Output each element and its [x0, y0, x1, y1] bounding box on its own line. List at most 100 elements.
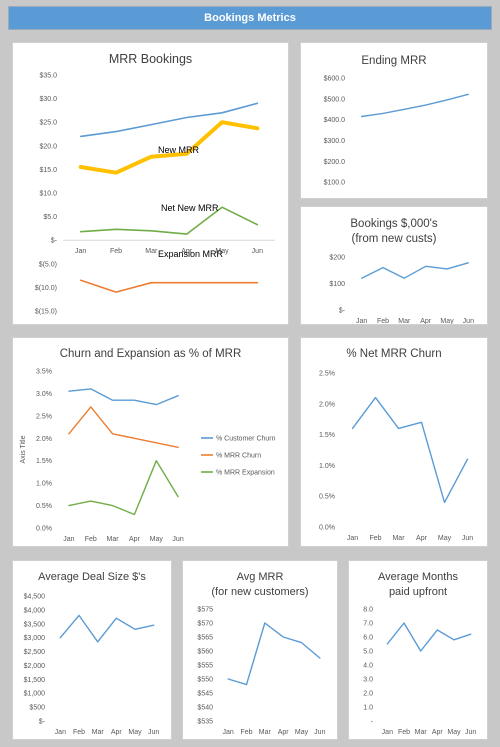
x-tick-label: May	[215, 248, 229, 255]
x-tick-label: Feb	[240, 729, 252, 736]
y-tick-label: $600.0	[324, 76, 346, 83]
series-line-mrr-expansion	[68, 459, 179, 516]
chart-title: Average Months	[378, 571, 458, 583]
y-tick-label: $500	[29, 705, 45, 712]
y-tick-label: 0.0%	[36, 526, 52, 533]
net-mrr-churn-panel: % Net MRR Churn 2.5% 2.0% 1.5% 1.0% 0.5% 0.0% J…	[300, 337, 488, 547]
y-tick-label: $5.0	[43, 214, 57, 221]
y-tick-label: 1.5%	[319, 432, 335, 439]
y-tick-label: 0.5%	[36, 503, 52, 510]
x-tick-label: Jun	[148, 729, 159, 736]
series-line-net-new-mrr	[78, 120, 260, 175]
avg-deal-panel: Average Deal Size $'s $4,500 $4,000 $3,500 $…	[12, 560, 172, 740]
y-tick-label: $1,000	[24, 691, 46, 698]
series-line-new-mrr	[79, 102, 259, 138]
chart-ending_mrr: Ending MRR $600.0 $500.0 $400.0 $300.0 $200.0…	[324, 55, 470, 187]
mrr-bookings-panel: MRR Bookings $35.0 $30.0 $25.0 $20.0 $15.0 $10…	[12, 42, 289, 325]
x-tick-label: Feb	[398, 729, 410, 736]
series-line-main	[361, 93, 470, 118]
y-tick-label: $545	[197, 691, 213, 698]
series-line-main	[59, 614, 155, 643]
y-tick-label: $500.0	[324, 96, 346, 103]
x-tick-label: May	[128, 729, 142, 736]
y-tick-label: $(5.0)	[39, 261, 57, 268]
chart-net_mrr_churn: % Net MRR Churn 2.5% 2.0% 1.5% 1.0% 0.5% 0.0% J…	[319, 348, 473, 542]
y-tick-label: 3.0%	[36, 391, 52, 398]
y-tick-label: $3,000	[24, 635, 46, 642]
y-tick-label: 2.0%	[36, 436, 52, 443]
x-tick-label: Jan	[63, 536, 74, 543]
y-tick-label: 3.5%	[36, 369, 52, 376]
series-line-main	[227, 622, 321, 686]
y-tick-label: $1,500	[24, 677, 46, 684]
x-tick-label: Mar	[415, 729, 428, 736]
x-tick-label: Feb	[377, 318, 389, 324]
series-label: New MRR	[158, 145, 200, 155]
chart-avg_deal: Average Deal Size $'s $4,500 $4,000 $3,500 $…	[24, 571, 160, 736]
y-tick-label: $25.0	[39, 120, 57, 127]
y-tick-label: $560	[197, 649, 213, 656]
y-tick-label: 4.0	[363, 663, 373, 670]
y-tick-label: $300.0	[324, 138, 346, 145]
series-label: Net New MRR	[161, 203, 219, 213]
y-tick-label: 6.0	[363, 635, 373, 642]
y-tick-label: $-	[339, 308, 346, 315]
y-tick-label: 1.0	[363, 705, 373, 712]
y-tick-label: 5.0	[363, 649, 373, 656]
y-tick-label: $-	[51, 238, 58, 245]
x-tick-label: Feb	[85, 536, 97, 543]
y-tick-label: $535	[197, 719, 213, 726]
bookings-new-panel: Bookings $,000's (from new custs) $200 $100…	[300, 206, 488, 325]
series-line-churned-mrr	[79, 279, 259, 293]
chart-mrr_bookings: MRR Bookings $35.0 $30.0 $25.0 $20.0 $15.0 $10…	[35, 52, 275, 316]
avg-months-panel: Average Months paid upfront 8.0 7.0 6.0 5.0 4.…	[348, 560, 488, 740]
y-axis-title: Axis Title	[20, 435, 27, 463]
y-tick-label: $20.0	[39, 143, 57, 150]
y-tick-label: $400.0	[324, 117, 346, 124]
x-tick-label: Mar	[398, 318, 411, 324]
x-tick-label: Apr	[181, 248, 193, 255]
x-tick-label: Mar	[92, 729, 105, 736]
y-tick-label: 2.5%	[36, 413, 52, 420]
x-tick-label: Feb	[110, 248, 122, 255]
x-tick-label: Mar	[145, 248, 158, 255]
x-tick-label: May	[440, 318, 454, 324]
x-tick-label: Apr	[278, 729, 290, 736]
y-tick-label: $2,500	[24, 649, 46, 656]
series-line-customer-churn	[68, 388, 179, 406]
x-tick-label: May	[447, 729, 461, 736]
y-tick-label: $3,500	[24, 621, 46, 628]
y-tick-label: $540	[197, 705, 213, 712]
y-tick-label: $555	[197, 663, 213, 670]
x-tick-label: Jan	[223, 729, 234, 736]
x-tick-label: Feb	[73, 729, 85, 736]
x-tick-label: Jun	[463, 318, 474, 324]
x-tick-label: Jan	[347, 535, 358, 542]
x-tick-label: Jan	[75, 248, 86, 255]
x-tick-label: Jan	[55, 729, 66, 736]
y-tick-label: $(10.0)	[35, 285, 57, 292]
chart-title: Churn and Expansion as % of MRR	[60, 348, 242, 360]
y-tick-label: 0.5%	[319, 494, 335, 501]
y-tick-label: $200	[329, 255, 345, 262]
chart-title: MRR Bookings	[109, 52, 192, 66]
x-tick-label: Apr	[111, 729, 123, 736]
churn-expansion-panel: Churn and Expansion as % of MRR 3.5% 3.0% 2…	[12, 337, 289, 547]
x-tick-label: Apr	[129, 536, 141, 543]
chart-title: Average Deal Size $'s	[38, 571, 146, 583]
series-line-mrr-churn	[68, 406, 179, 449]
chart-avg_months: Average Months paid upfront 8.0 7.0 6.0 5.0 4.…	[363, 571, 476, 736]
series-line-main	[386, 622, 472, 652]
dashboard-title: Bookings Metrics	[8, 6, 492, 30]
x-tick-label: Jan	[356, 318, 367, 324]
chart-title: (from new custs)	[352, 233, 437, 245]
x-tick-label: Jun	[314, 729, 325, 736]
x-tick-label: Mar	[392, 535, 405, 542]
series-line-expansion-mrr	[79, 206, 259, 235]
y-tick-label: $100	[329, 281, 345, 288]
y-tick-label: $35.0	[39, 73, 57, 80]
x-tick-label: May	[150, 536, 164, 543]
chart-title: Ending MRR	[361, 55, 426, 67]
y-tick-label: 1.0%	[319, 463, 335, 470]
y-tick-label: $200.0	[324, 159, 346, 166]
